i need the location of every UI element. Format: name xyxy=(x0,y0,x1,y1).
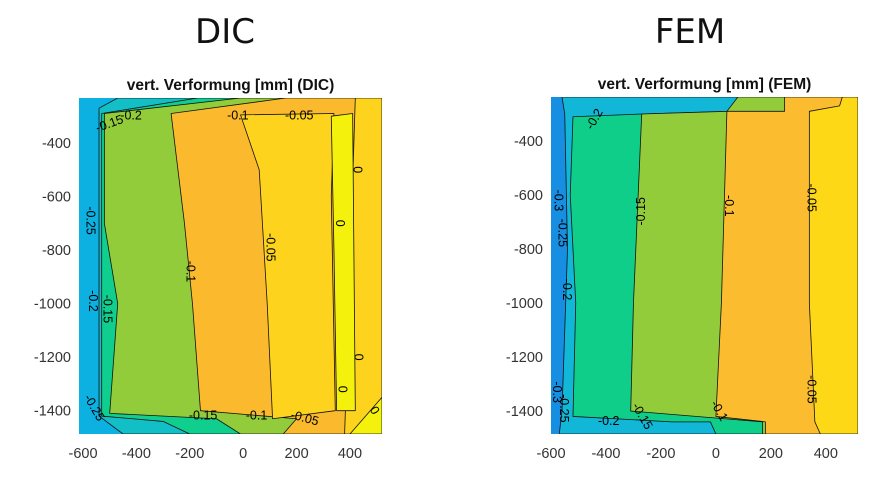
heading-dic: DIC xyxy=(195,12,255,52)
contour-label: -0.1 xyxy=(227,109,249,123)
contour-label: -0.15 xyxy=(189,408,218,422)
x-tick-label: -600 xyxy=(68,446,97,462)
contour-label: -0.25 xyxy=(557,394,571,423)
contour-label: -0.1 xyxy=(183,261,197,283)
x-tick-label: 400 xyxy=(338,446,362,462)
contour-label: -0.2 xyxy=(598,414,620,428)
contour-label: 0 xyxy=(352,354,366,361)
x-tick-label: -400 xyxy=(122,446,151,462)
y-tick-label: -1400 xyxy=(506,404,543,420)
y-tick-label: -1400 xyxy=(34,404,71,420)
contour-label: -0.1 xyxy=(722,195,736,217)
x-tick-label: -200 xyxy=(175,446,204,462)
y-tick-label: -1000 xyxy=(506,296,543,312)
contour-label: -0.3 xyxy=(550,381,564,403)
x-tick-label: -200 xyxy=(646,446,675,462)
contour-label: 0 xyxy=(333,220,347,227)
contour-label: -0.15 xyxy=(634,197,648,226)
contour-region xyxy=(349,396,382,434)
contour-label: -0.2 xyxy=(86,290,100,312)
y-tick-label: -1200 xyxy=(506,350,543,366)
contour-label: -0.05 xyxy=(285,109,314,123)
y-tick-label: -600 xyxy=(42,190,71,206)
y-tick-label: -400 xyxy=(514,134,543,150)
contour-label: -0.05 xyxy=(804,183,818,212)
contour-label: -0.05 xyxy=(804,375,818,404)
contour-plot-fem: -0.2-0.3-0.25-0.2-0.15 -0.1 -0.05-0.05-0.1… xyxy=(506,76,858,462)
contour-regions: -0.2-0.3-0.25-0.2-0.15 -0.1 -0.05-0.05-0.1… xyxy=(550,97,858,434)
contour-label: -0.2 xyxy=(120,109,142,123)
contour-label: -0.15 xyxy=(101,295,115,324)
contour-region xyxy=(808,97,858,434)
y-tick-label: -1200 xyxy=(34,350,71,366)
chart-title: vert. Verformung [mm] (DIC) xyxy=(127,77,335,94)
x-tick-label: 200 xyxy=(284,446,308,462)
contour-label: -0.2 xyxy=(560,279,574,301)
contour-label: -0.25 xyxy=(556,219,570,248)
y-tick-label: -800 xyxy=(514,242,543,258)
contour-region xyxy=(330,113,356,412)
contour-label: -0.1 xyxy=(246,408,268,422)
contour-label: -0.05 xyxy=(264,233,278,262)
x-tick-label: 0 xyxy=(712,446,720,462)
x-tick-label: 0 xyxy=(239,446,247,462)
y-tick-label: -400 xyxy=(42,136,71,152)
contour-label: 0 xyxy=(336,386,350,393)
x-tick-label: 400 xyxy=(814,446,838,462)
contour-label: 0 xyxy=(350,166,364,173)
chart-title: vert. Verformung [mm] (FEM) xyxy=(598,76,812,93)
contour-label: -0.25 xyxy=(83,206,97,235)
x-tick-label: -600 xyxy=(536,446,565,462)
contour-label: -0.3 xyxy=(552,190,566,212)
heading-fem: FEM xyxy=(654,12,726,52)
x-tick-label: -400 xyxy=(591,446,620,462)
y-tick-label: -1000 xyxy=(34,297,71,313)
x-tick-label: 200 xyxy=(759,446,783,462)
y-tick-label: -800 xyxy=(42,243,71,259)
y-tick-label: -600 xyxy=(514,188,543,204)
